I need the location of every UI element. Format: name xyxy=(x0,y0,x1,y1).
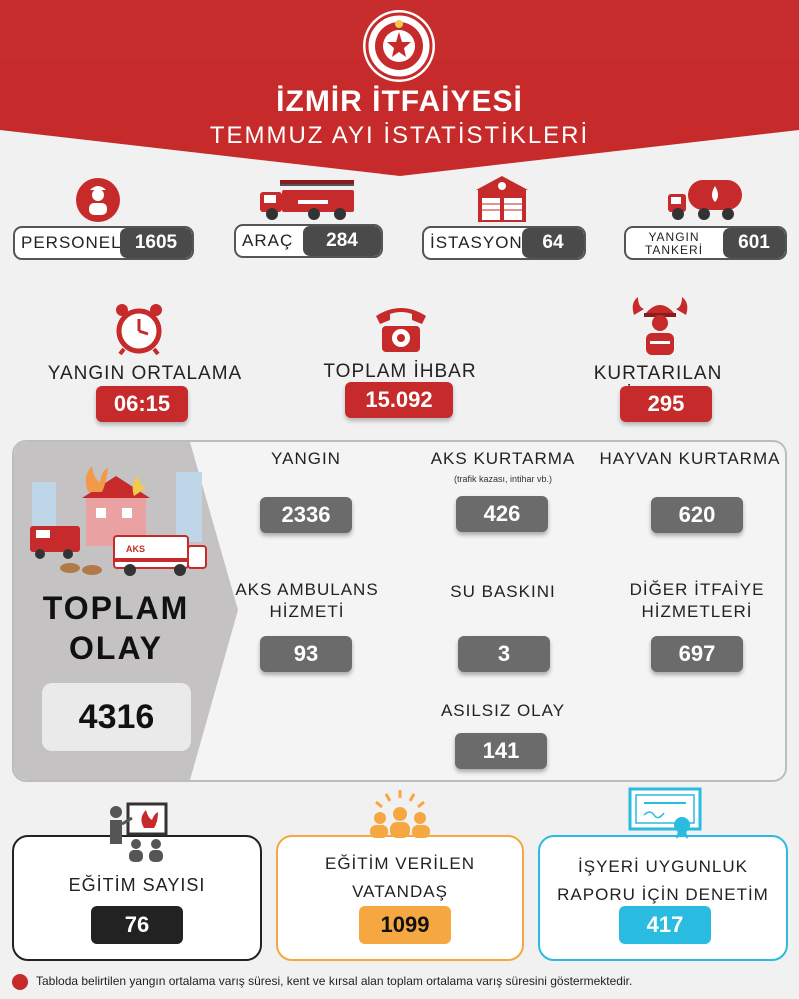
rescuer-icon xyxy=(628,295,692,362)
footnote-bullet-icon xyxy=(12,974,28,990)
total-label-line1: TOPLAM xyxy=(42,590,190,626)
training-count-label: EĞİTİM SAYISI xyxy=(68,875,206,895)
incident-value-aks-ambulans: 93 xyxy=(260,636,352,672)
header-banner: İZMİR İTFAİYESİ TEMMUZ AYI İSTATİSTİKLER… xyxy=(0,0,799,178)
resource-label: ARAÇ xyxy=(242,231,294,250)
stat-label-calls: TOPLAM İHBAR xyxy=(323,361,477,382)
incident-note-aks-kurtarma: (trafik kazası, intihar vb.) xyxy=(453,474,553,484)
training-count-value: 76 xyxy=(91,906,183,944)
resource-personel: PERSONEL 1605 xyxy=(13,226,194,260)
telephone-icon xyxy=(372,300,430,359)
resource-label: YANGIN TANKERİ xyxy=(626,228,722,258)
incident-value-asilsiz: 141 xyxy=(455,733,547,769)
incident-label-line2: HİZMETLERİ xyxy=(641,602,753,621)
stat-value-calls: 15.092 xyxy=(345,382,453,418)
resource-istasyon: İSTASYON 64 xyxy=(422,226,586,260)
tanker-truck-icon xyxy=(666,172,746,229)
certificate-icon xyxy=(628,787,702,844)
resource-label-line2: TANKERİ xyxy=(644,243,704,257)
incident-value-diger: 697 xyxy=(651,636,743,672)
stat-value-arrival: 06:15 xyxy=(96,386,188,422)
fire-station-icon xyxy=(472,174,532,229)
total-incidents-value: 4316 xyxy=(42,683,191,751)
incident-label-asilsiz: ASILSIZ OLAY xyxy=(440,701,566,720)
resource-label: İSTASYON xyxy=(430,233,523,252)
training-icon xyxy=(104,800,170,869)
resource-arac: ARAÇ 284 xyxy=(234,224,383,258)
incident-label-line1: AKS AMBULANS xyxy=(235,580,379,599)
incident-label-aks-kurtarma: AKS KURTARMA xyxy=(430,449,576,468)
page-subtitle: TEMMUZ AYI İSTATİSTİKLERİ xyxy=(209,122,590,149)
incident-label-line1: DİĞER İTFAİYE xyxy=(629,580,765,599)
citizens-trained-value: 1099 xyxy=(359,906,451,944)
footnote-text: Tabloda belirtilen yangın ortalama varış… xyxy=(36,974,633,989)
footnote: Tabloda belirtilen yangın ortalama varış… xyxy=(12,974,792,990)
audience-icon xyxy=(364,788,436,845)
citizens-label-line1: EĞİTİM VERİLEN xyxy=(324,854,476,873)
resource-value: 284 xyxy=(303,226,381,256)
inspections-label: İŞYERİ UYGUNLUK RAPORU İÇİN DENETİM xyxy=(538,853,788,909)
inspections-label-line2: RAPORU İÇİN DENETİM xyxy=(557,885,769,904)
incident-label-yangin: YANGIN xyxy=(271,449,341,468)
total-label-line2: OLAY xyxy=(69,630,163,666)
incident-label-diger: DİĞER İTFAİYE HİZMETLERİ xyxy=(622,579,772,623)
resource-yangin-tankeri: YANGIN TANKERİ 601 xyxy=(624,226,787,260)
emergency-scene-illustration: AKS xyxy=(26,462,212,589)
ambulance-label: AKS xyxy=(126,544,145,554)
resource-label: PERSONEL xyxy=(21,233,122,252)
citizens-trained-label: EĞİTİM VERİLEN VATANDAŞ xyxy=(276,850,524,906)
citizens-label-line2: VATANDAŞ xyxy=(352,882,448,901)
fire-department-emblem-icon xyxy=(363,10,435,82)
resource-label-line1: YANGIN xyxy=(648,230,700,244)
inspections-label-line1: İŞYERİ UYGUNLUK xyxy=(578,857,748,876)
resource-value: 64 xyxy=(522,228,584,258)
resource-value: 601 xyxy=(723,228,785,258)
page-title: İZMİR İTFAİYESİ xyxy=(276,85,523,118)
stat-value-rescued: 295 xyxy=(620,386,712,422)
resource-value: 1605 xyxy=(120,228,192,258)
fire-truck-icon xyxy=(258,178,358,227)
incident-value-su-baskini: 3 xyxy=(458,636,550,672)
firefighter-icon xyxy=(76,178,120,227)
incident-value-yangin: 2336 xyxy=(260,497,352,533)
incident-value-aks-kurtarma: 426 xyxy=(456,496,548,532)
inspections-value: 417 xyxy=(619,906,711,944)
incident-label-line2: HİZMETİ xyxy=(269,602,345,621)
incident-label-hayvan-kurtarma: HAYVAN KURTARMA xyxy=(599,449,781,468)
alarm-clock-icon xyxy=(114,301,164,360)
incident-label-su-baskini: SU BASKINI xyxy=(450,582,556,601)
incident-value-hayvan-kurtarma: 620 xyxy=(651,497,743,533)
total-incidents-label: TOPLAM OLAY xyxy=(26,588,206,668)
incident-label-aks-ambulans: AKS AMBULANS HİZMETİ xyxy=(232,579,382,623)
